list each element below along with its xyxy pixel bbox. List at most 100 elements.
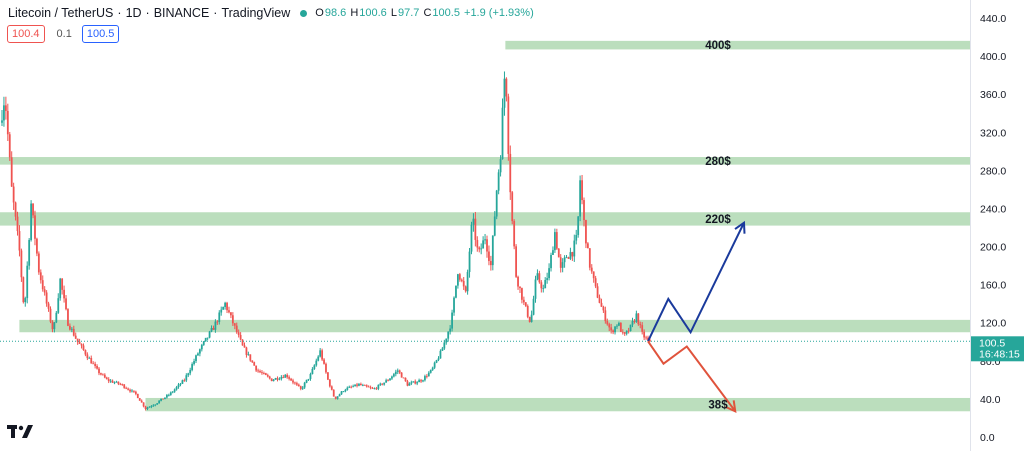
candle-body [422,380,424,382]
candle-body [195,355,197,362]
candle-body [39,272,42,281]
candle-body [12,186,15,203]
candle-body [342,391,345,393]
candle-body [427,372,430,377]
candle-body [171,391,174,393]
candle-body [361,385,364,386]
zone-labels: 400$ 280$ 220$ 38$ [705,40,731,411]
candle-body [255,365,258,371]
candle-body [449,328,452,332]
candle-body [330,386,333,390]
candle-body [34,215,36,239]
candle-body [546,278,549,281]
candle-body [100,373,102,375]
candle-body [369,387,372,389]
candle-body [391,376,393,379]
candle-body [222,306,225,310]
candle-body [247,354,250,356]
candle-body [346,387,349,390]
candle-body [606,321,609,325]
candle-body [257,370,259,372]
low-label: L [390,7,397,19]
candle-body [243,345,246,348]
candle-body [614,326,616,333]
candle-body [536,273,539,280]
candle-body [530,314,533,322]
candle-body [420,380,422,382]
candle-body [610,327,613,331]
candle-body [455,285,457,298]
candle-body [505,78,508,97]
high-value: 100.6 [359,7,387,19]
candle-body [348,386,351,388]
ask-price-box[interactable]: 100.5 [81,25,120,43]
candle-body [49,308,52,322]
symbol-name[interactable]: Litecoin / TetherUS [8,6,114,20]
candle-body [358,383,360,386]
candle-body [133,390,135,392]
candle-body [474,218,477,240]
candle-body [70,328,73,330]
candle-body [352,386,355,388]
candle-body [220,309,223,313]
candle-body [445,338,448,343]
candle-body [458,274,461,280]
candle-body [596,286,599,298]
candle-body [198,349,201,354]
candle-body [185,375,188,381]
candle-body [575,234,578,241]
candle-body [563,257,566,263]
candle-body [239,334,242,340]
candle-body [515,246,517,277]
candle-body [383,382,386,385]
candle-body [152,405,155,407]
candle-body [43,289,46,293]
candle-body [26,265,29,299]
candle-body [272,379,275,382]
candle-body [398,370,401,373]
price-axis[interactable]: 440.0 400.0 360.0 320.0 280.0 240.0 200.0 160.0… [980,13,1006,444]
candle-body [493,216,496,236]
tradingview-logo-icon[interactable] [7,423,33,441]
candle-body [16,216,19,232]
candle-body [532,298,535,315]
candle-body [76,338,79,342]
candle-body [373,388,376,390]
candle-body [144,406,147,410]
candle-body [365,385,368,387]
last-price-tag-bg [971,336,1024,362]
candle-body [280,377,283,379]
bid-price-box[interactable]: 100.4 [7,25,45,43]
candle-body [470,224,473,252]
candle-body [233,323,236,326]
candle-body [63,289,65,299]
candle-body [57,298,60,313]
candle-body [18,231,21,251]
candle-body [484,239,486,241]
candle-body [513,221,516,247]
candle-body [45,292,48,304]
candle-body [328,379,331,387]
candle-body [264,373,267,376]
legend-separator: · [117,6,122,20]
candle-body [499,159,502,173]
candle-body [338,394,341,397]
zone-label: 220$ [705,214,731,226]
candle-body [146,407,149,410]
candle-body [65,298,67,310]
candle-body [169,392,172,395]
candle-body [621,331,624,333]
candle-body [425,376,428,377]
candle-body [526,305,529,317]
candle-body [294,382,296,384]
interval[interactable]: 1D [125,6,142,20]
candle-body [214,321,217,330]
candle-body [313,365,316,369]
y-axis-tick-label: 440.0 [980,13,1006,25]
candle-body [266,375,269,377]
candle-body [579,180,582,217]
candle-body [633,321,636,322]
candle-body [519,286,521,289]
